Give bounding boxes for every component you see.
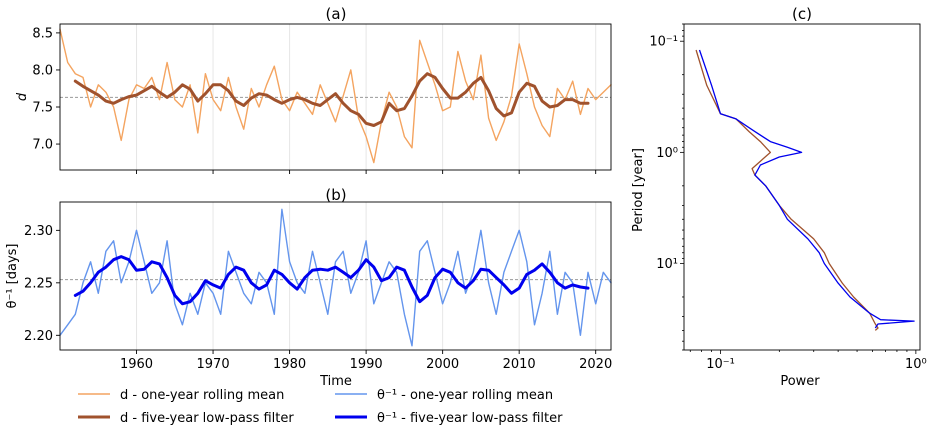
panel-b-title: (b) xyxy=(325,186,346,204)
axes-frame xyxy=(59,23,612,171)
panel-c-title: (c) xyxy=(792,5,812,23)
legend-label: d - one-year rolling mean xyxy=(120,388,284,403)
axes-frame xyxy=(683,23,921,351)
series-line-rolling xyxy=(59,28,612,164)
panel-b-ylabel: θ⁻¹ [days] xyxy=(5,244,20,309)
panel-c-ylabel: Period [year] xyxy=(631,148,646,232)
spectrum-line-0 xyxy=(695,49,879,331)
legend-label: θ⁻¹ - one-year rolling mean xyxy=(377,388,553,403)
legend-label: θ⁻¹ - five-year low-pass filter xyxy=(377,411,563,426)
panel-b-axes: 2.20 2.25 2.30 1960 1970 1980 1990 2000 2010 2020 xyxy=(24,201,612,372)
panel-b-xlabel: Time xyxy=(319,374,352,389)
y-tick-label: 8.5 xyxy=(32,26,53,41)
legend: d - one-year rolling mean d - five-year l… xyxy=(78,388,563,426)
y-tick-label: 7.0 xyxy=(32,138,53,153)
panel-a-axes: 7.0 7.5 8.0 8.5 xyxy=(32,23,612,174)
y-tick-label: 10⁰ xyxy=(656,146,678,161)
x-tick-label: 2020 xyxy=(579,357,612,372)
series-line-filtered xyxy=(73,255,590,306)
spectrum-line-1 xyxy=(698,49,915,329)
axes-frame xyxy=(59,201,612,351)
x-tick-label: 10⁰ xyxy=(905,357,927,372)
panel-a-title: (a) xyxy=(326,5,347,23)
y-tick-label: 10¹ xyxy=(656,257,678,272)
legend-label: d - five-year low-pass filter xyxy=(120,411,294,426)
panel-c-axes: 10⁻¹ 10⁰ 10⁻¹ 10⁰ 10¹ xyxy=(649,23,927,372)
x-tick-label: 1980 xyxy=(273,357,306,372)
series-line-rolling xyxy=(59,208,612,347)
y-tick-label: 7.5 xyxy=(32,101,53,116)
panel-a-ylabel: d xyxy=(15,92,30,101)
y-tick-label: 8.0 xyxy=(32,63,53,78)
y-tick-label: 10⁻¹ xyxy=(649,35,678,50)
y-tick-label: 2.20 xyxy=(24,329,53,344)
x-tick-label: 1960 xyxy=(120,357,153,372)
x-tick-label: 2000 xyxy=(426,357,459,372)
x-tick-label: 1990 xyxy=(350,357,383,372)
y-tick-label: 2.25 xyxy=(24,276,53,291)
series-line-filtered xyxy=(73,72,590,127)
x-tick-label: 10⁻¹ xyxy=(706,357,735,372)
panel-c-xlabel: Power xyxy=(780,374,820,389)
y-tick-label: 2.30 xyxy=(24,224,53,239)
x-tick-label: 2010 xyxy=(503,357,536,372)
x-tick-label: 1970 xyxy=(197,357,230,372)
